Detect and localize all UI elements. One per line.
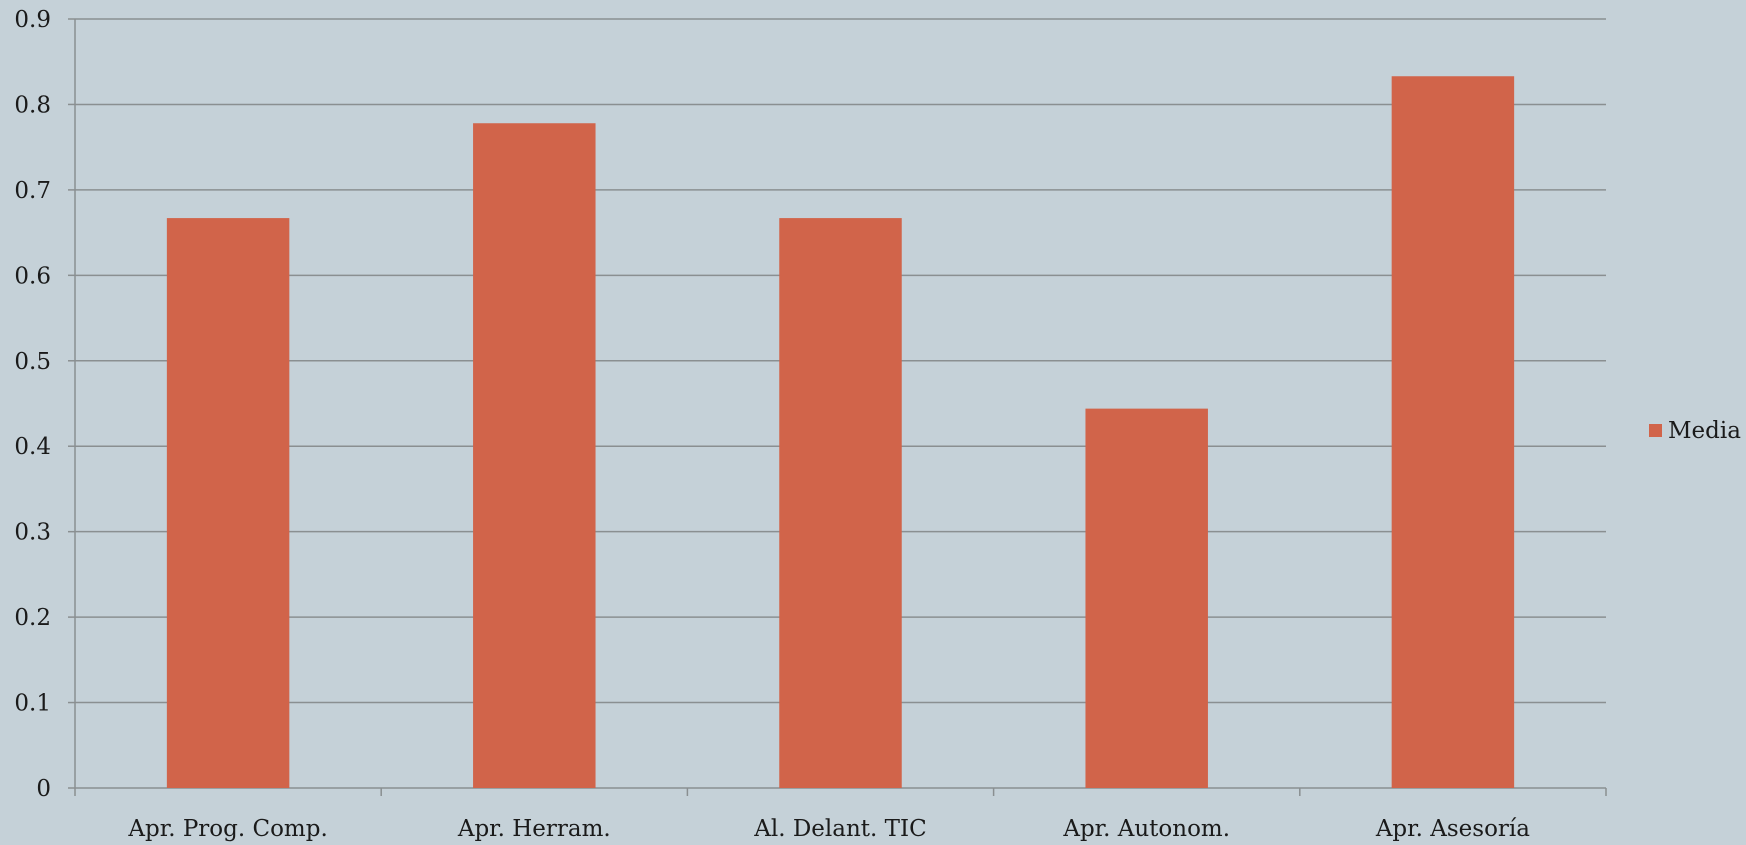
y-tick-label: 0 — [36, 776, 51, 802]
y-tick-label: 0.8 — [14, 92, 51, 118]
bars — [166, 76, 1515, 788]
y-tick-label: 0.5 — [14, 349, 51, 375]
bar — [1085, 408, 1208, 788]
x-tick-labels: Apr. Prog. Comp. Apr. Herram. Al. Delant. … — [127, 816, 1530, 842]
legend-swatch — [1649, 424, 1662, 437]
y-tick-label: 0.1 — [14, 691, 51, 717]
legend-label: Media — [1668, 418, 1741, 444]
bar — [1391, 76, 1515, 788]
bar — [473, 123, 596, 788]
y-tick-label: 0.9 — [14, 7, 51, 33]
x-tick-label: Al. Delant. TIC — [753, 816, 926, 842]
y-tick-labels: 0 0.1 0.2 0.3 0.4 0.5 0.6 0.7 0.8 0.9 — [14, 7, 51, 802]
legend: Media — [1649, 418, 1741, 444]
bar — [779, 218, 902, 788]
x-tick-label: Apr. Herram. — [457, 816, 611, 842]
y-tick-label: 0.2 — [14, 605, 51, 631]
y-tick-label: 0.7 — [14, 178, 51, 204]
x-tick-label: Apr. Autonom. — [1062, 816, 1230, 842]
x-tick-label: Apr. Prog. Comp. — [127, 816, 327, 842]
y-tick-label: 0.6 — [14, 263, 51, 289]
y-tick-label: 0.3 — [14, 520, 51, 546]
x-tick-label: Apr. Asesoría — [1375, 816, 1530, 842]
bar — [166, 218, 290, 788]
y-tick-label: 0.4 — [14, 434, 51, 460]
